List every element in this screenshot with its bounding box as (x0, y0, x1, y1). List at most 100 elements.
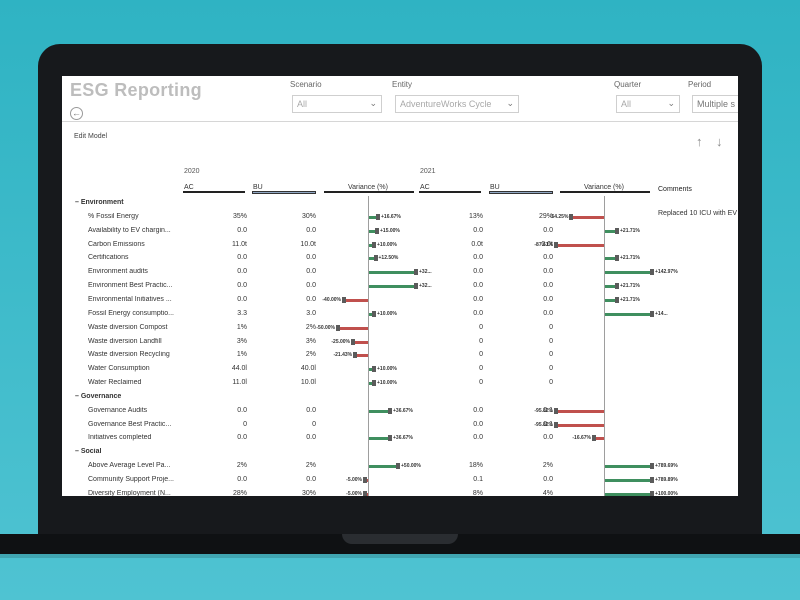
variance-pin-2021 (650, 269, 654, 276)
variance-label-2021: +21.71% (620, 255, 640, 262)
group-label-text: Environment (80, 199, 124, 206)
table-row[interactable]: Initiatives completed 0.0 0.0 0.0 0.0 +36.67%… (62, 431, 738, 445)
variance-pin-2020 (351, 338, 355, 345)
ac-2021-value: 0 (479, 323, 483, 331)
bu-2020-value: 0.0 (306, 282, 316, 290)
variance-pin-2021 (615, 296, 619, 303)
ac-2020-value: 0.0 (237, 254, 247, 262)
variance-label-2020: -50.00% (316, 324, 335, 331)
metric-label: Fossil Energy consumptio... (88, 309, 174, 317)
variance-label-2021: +21.71% (620, 283, 640, 290)
back-arrow-icon[interactable]: ← (70, 107, 83, 120)
variance-pin-2020 (373, 255, 378, 262)
entity-dropdown[interactable]: AdventureWorks Cycle ⌄ (395, 95, 519, 113)
table-row[interactable]: Environment Best Practic... 0.0 0.0 0.0 0.0 +… (62, 279, 738, 293)
table-row[interactable]: Water Consumption 44.0l 40.0l 0 0 +10.00% (62, 362, 738, 376)
ac-2021-value: 0.0 (473, 268, 483, 276)
col-variance-2020: Variance (%) (348, 184, 388, 191)
variance-bar-2020 (368, 368, 374, 372)
table-row[interactable]: Certifications 0.0 0.0 0.0 0.0 +12.50% +21.71% (62, 251, 738, 265)
period-dropdown-value: Multiple s (697, 99, 736, 109)
table-row[interactable]: Community Support Proje... 0.0 0.0 0.1 0.0 -5… (62, 473, 738, 487)
variance-label-2020: -25.00% (331, 338, 350, 345)
col-variance-2021-rule (560, 191, 650, 193)
col-variance-2021: Variance (%) (584, 184, 624, 191)
variance-pin-2021 (650, 310, 654, 317)
variance-label-2020: -5.00% (346, 490, 362, 496)
metric-label: Waste diversion Recycling (88, 351, 170, 359)
variance-label-2020: +10.00% (377, 380, 397, 386)
metric-label: % Fossil Energy (88, 212, 139, 220)
variance-bar-2021 (556, 409, 604, 413)
arrow-down-icon[interactable]: ↓ (716, 134, 723, 149)
table-row[interactable]: Carbon Emissions 11.0t 10.0t 0.0t 0.0t +10.00… (62, 238, 738, 252)
table-row[interactable]: Governance Audits 0.0 0.0 0.0 0.1 +36.67% -95.… (62, 404, 738, 418)
variance-label-2021: +21.71% (620, 296, 640, 303)
table-row[interactable]: Environmental Initiatives ... 0.0 0.0 0.0 0.… (62, 293, 738, 307)
table-row[interactable]: Water Reclaimed 11.0l 10.0l 0 0 +10.00% (62, 376, 738, 390)
bu-2021-value: 0.0 (543, 268, 553, 276)
laptop-base (0, 534, 800, 554)
chevron-down-icon: ⌄ (667, 98, 675, 108)
year-2021-label: 2021 (420, 168, 436, 175)
variance-label-2020: -5.00% (346, 477, 362, 483)
bu-2021-value: 0.0 (543, 254, 553, 262)
table-row[interactable]: Environment audits 0.0 0.0 0.0 0.0 +32... +142… (62, 265, 738, 279)
metric-label: Governance Audits (88, 406, 148, 414)
entity-dropdown-value: AdventureWorks Cycle (400, 99, 492, 109)
variance-label-2020: +15.00% (380, 227, 400, 234)
bu-2020-value: 0.0 (306, 268, 316, 276)
bu-2021-value: 0.1 (543, 420, 553, 428)
table-row[interactable]: Above Average Level Pa... 2% 2% 18% 2% +50.00… (62, 459, 738, 473)
period-dropdown[interactable]: Multiple s (692, 95, 738, 113)
group-row[interactable]: – Governance (62, 390, 738, 404)
metric-label: Water Consumption (88, 365, 150, 373)
comment-text: Replaced 10 ICU with EV (658, 209, 737, 217)
scenario-dropdown[interactable]: All ⌄ (292, 95, 382, 113)
ac-2021-value: 0 (479, 351, 483, 359)
variance-label-2020: +12.50% (378, 255, 399, 262)
group-row[interactable]: – Social (62, 445, 738, 459)
bu-2021-value: 0.1 (543, 406, 553, 414)
variance-bar-2021 (604, 271, 652, 275)
variance-pin-2020 (363, 490, 367, 496)
bu-2021-value: 0.0 (543, 476, 553, 483)
variance-label-2021: +789.89% (655, 477, 678, 483)
metric-label: Environment Best Practic... (88, 282, 173, 290)
variance-bar-2020 (368, 437, 390, 441)
bu-2020-value: 40.0l (300, 365, 316, 373)
metric-label: Waste diversion Compost (88, 323, 168, 331)
variance-pin-2020 (372, 310, 376, 317)
scenario-dropdown-value: All (297, 99, 308, 109)
table-row[interactable]: Waste diversion Recycling 1% 2% 0 0 -21.43% (62, 348, 738, 362)
variance-label-2021: -95.82% (534, 421, 553, 428)
table-row[interactable]: Waste diversion Landfill 3% 3% 0 0 -25.00% (62, 335, 738, 349)
bu-2020-value: 2% (305, 462, 316, 470)
table-row[interactable]: Fossil Energy consumptio... 3.3 3.0 0.0 0.0 +… (62, 307, 738, 321)
ac-2020-value: 0.0 (237, 434, 247, 442)
variance-bar-2020 (338, 326, 368, 330)
table-row[interactable]: Availability to EV chargin... 0.0 0.0 0.0 0.… (62, 224, 738, 238)
bu-2020-value: 3.0 (306, 309, 316, 317)
bu-2021-value: 29% (538, 212, 553, 220)
laptop-notch (342, 534, 458, 544)
quarter-dropdown-value: All (621, 99, 632, 109)
table-row[interactable]: Waste diversion Compost 1% 2% 0 0 -50.00% (62, 321, 738, 335)
table-row[interactable]: % Fossil Energy 35% 30% 13% 29% +16.67% -54.25… (62, 210, 738, 224)
table-row[interactable]: Governance Best Practic... 0 0 0.0 0.1 -95.82… (62, 418, 738, 432)
group-row[interactable]: – Environment (62, 196, 738, 210)
arrow-up-icon[interactable]: ↑ (696, 134, 703, 149)
bu-2020-value: 0.0 (306, 406, 316, 414)
table-row[interactable]: Diversity Employment (N... 28% 30% 8% 4% -5.0… (62, 487, 738, 496)
group-label: – Environment (75, 199, 124, 206)
variance-bar-2020 (368, 257, 376, 261)
bu-2020-value: 0.0 (306, 226, 316, 234)
variance-bar-2020 (368, 285, 416, 289)
variance-label-2020: +16.67% (381, 213, 401, 220)
variance-pin-2021 (554, 241, 558, 248)
edit-model-link[interactable]: Edit Model (74, 133, 108, 140)
year-2020-label: 2020 (184, 168, 200, 175)
variance-bar-2020 (344, 298, 368, 302)
variance-pin-2021 (615, 255, 619, 262)
quarter-dropdown[interactable]: All ⌄ (616, 95, 680, 113)
